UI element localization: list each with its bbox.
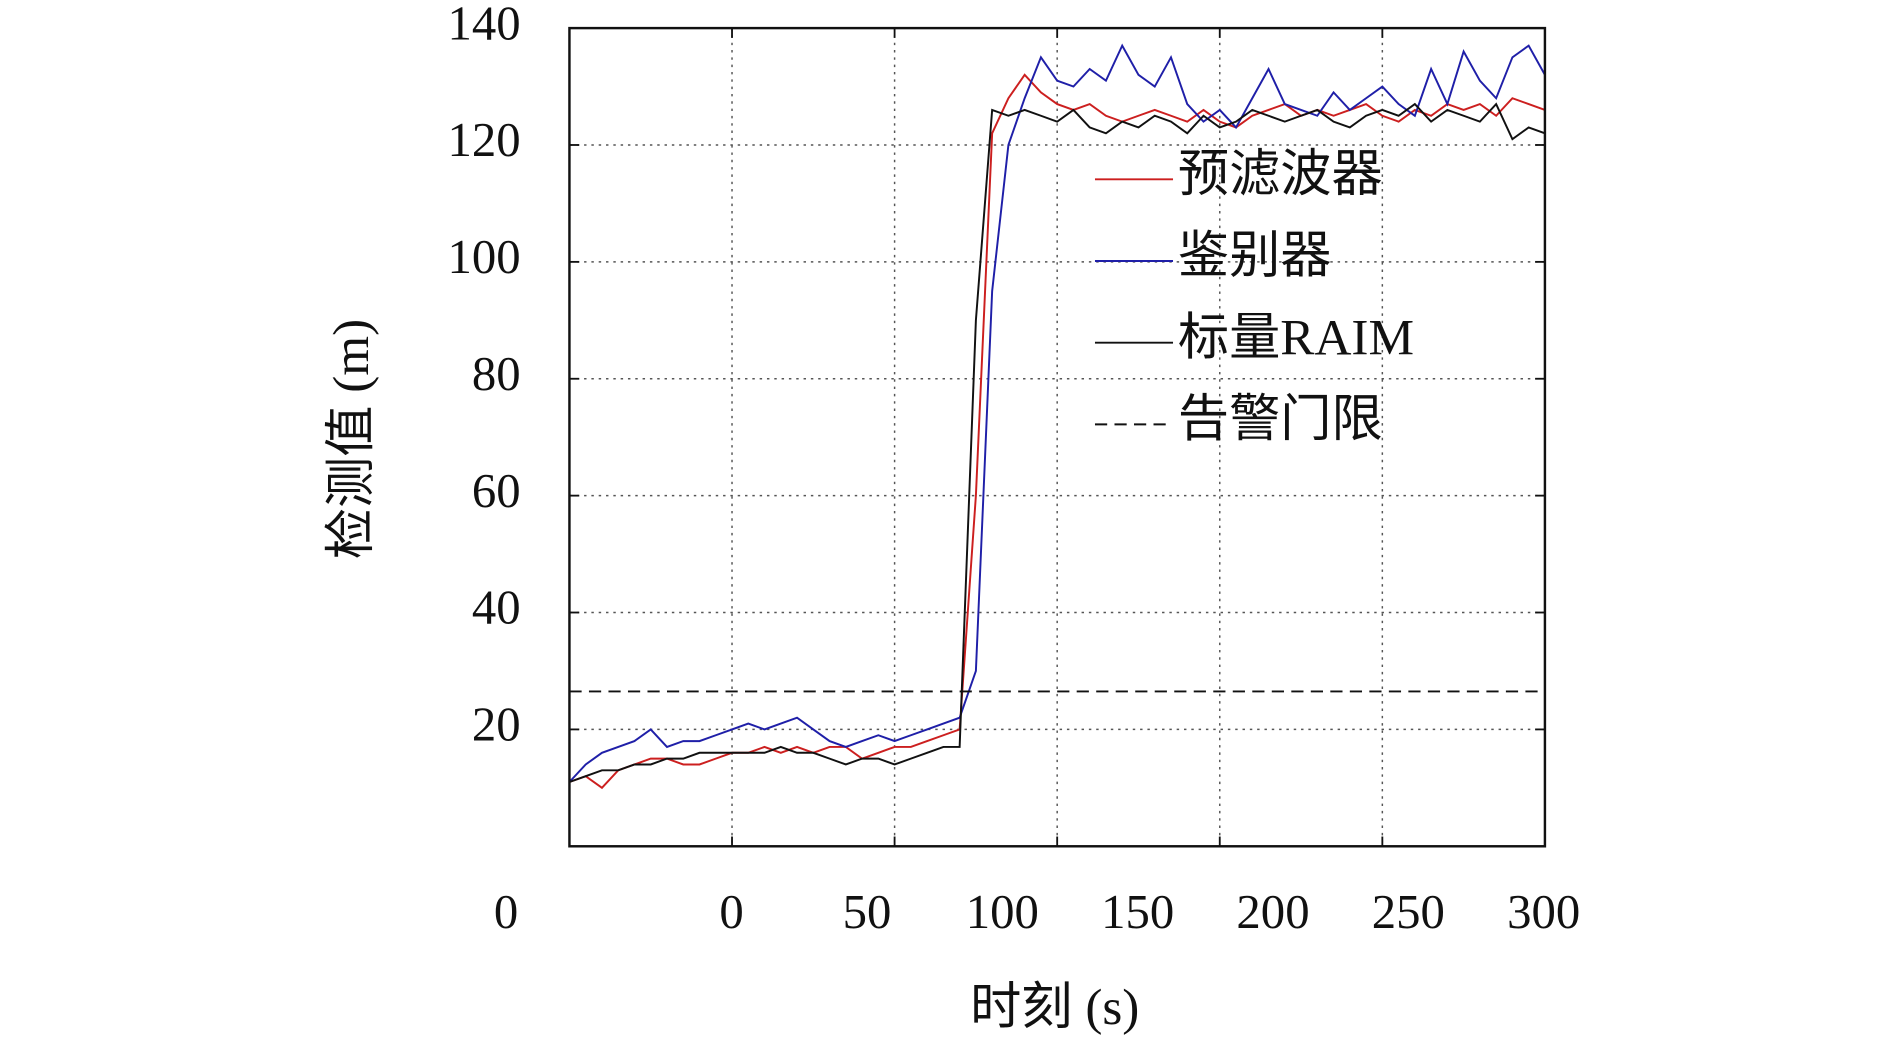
x-tick-label: 250: [1372, 885, 1445, 939]
x-axis-label: 时刻 (s): [970, 979, 1139, 1036]
series-line: [568, 43, 1546, 783]
y-tick-label: 80: [472, 347, 521, 401]
x-tick-label: 50: [843, 885, 892, 939]
series-line: [569, 102, 1546, 783]
y-tick-label: 140: [448, 0, 521, 50]
y-tick-label: 20: [472, 698, 521, 752]
legend-label: 预滤波器: [1178, 146, 1383, 203]
legend-label: 鉴别器: [1178, 228, 1332, 285]
legend-label: 告警门限: [1178, 391, 1383, 448]
y-tick-label: 60: [472, 464, 521, 518]
x-tick-label: 300: [1507, 885, 1580, 939]
y-tick-label: 40: [472, 581, 521, 635]
y-tick-label: 100: [448, 230, 521, 284]
plot-frame: [568, 26, 1547, 848]
x-tick-label: 100: [966, 885, 1039, 939]
x-tick-label: 0: [494, 885, 518, 939]
x-tick-label: 0: [719, 885, 743, 939]
y-tick-label: 120: [448, 113, 521, 167]
legend-label: 标量RAIM: [1178, 309, 1414, 366]
x-tick-label: 150: [1101, 885, 1174, 939]
y-axis-label: 检测值 (m): [323, 319, 380, 559]
x-tick-label: 200: [1236, 885, 1309, 939]
